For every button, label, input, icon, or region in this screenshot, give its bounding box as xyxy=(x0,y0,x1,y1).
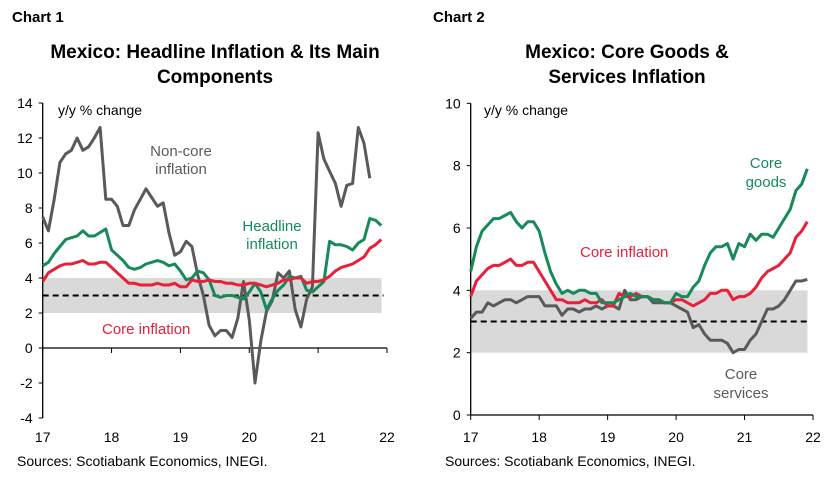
chart-title: Mexico: Headline Inflation & Its Main xyxy=(50,42,379,63)
series-label: services xyxy=(713,385,768,402)
chart-title: Services Inflation xyxy=(548,67,705,88)
x-tick-label: 22 xyxy=(805,429,821,445)
y-tick-label: -4 xyxy=(20,410,33,426)
source-note: Sources: Scotiabank Economics, INEGI. xyxy=(445,453,696,469)
x-tick-label: 19 xyxy=(600,429,616,445)
series-label: Core xyxy=(750,155,783,172)
x-tick-label: 19 xyxy=(173,429,189,445)
y-tick-label: 6 xyxy=(453,220,461,236)
y-axis-label: y/y % change xyxy=(484,102,568,118)
series-line-non-core-inflation xyxy=(41,126,372,385)
series-line-headline-inflation xyxy=(41,217,383,311)
y-tick-label: 0 xyxy=(25,340,33,356)
series-label: Core inflation xyxy=(580,244,668,261)
y-tick-label: 8 xyxy=(453,158,461,174)
x-tick-label: 20 xyxy=(241,429,257,445)
series-label: Headline xyxy=(242,218,301,235)
y-tick-label: 8 xyxy=(25,200,33,216)
x-tick-label: 22 xyxy=(379,429,395,445)
x-tick-label: 17 xyxy=(35,429,51,445)
y-tick-label: 0 xyxy=(453,407,461,423)
y-tick-label: 4 xyxy=(25,270,33,286)
x-tick-label: 17 xyxy=(463,429,479,445)
series-line-core-inflation xyxy=(469,220,809,308)
x-tick-label: 18 xyxy=(104,429,120,445)
y-tick-label: 2 xyxy=(25,305,33,321)
series-label: Non-core xyxy=(150,143,212,160)
y-axis-label: y/y % change xyxy=(58,102,142,118)
x-tick-label: 18 xyxy=(531,429,547,445)
series-label: goods xyxy=(746,174,787,191)
y-tick-label: -2 xyxy=(20,375,33,391)
chart-title: Components xyxy=(157,67,273,88)
x-tick-label: 21 xyxy=(310,429,326,445)
series-label: inflation xyxy=(155,161,207,178)
series-line-core-inflation xyxy=(41,238,383,289)
y-tick-label: 10 xyxy=(17,165,33,181)
series-label: inflation xyxy=(246,236,298,253)
series-line-core-goods xyxy=(469,168,809,305)
series-line-core-services xyxy=(469,277,808,355)
x-tick-label: 20 xyxy=(668,429,684,445)
y-tick-label: 10 xyxy=(445,95,461,111)
series-label: Core inflation xyxy=(102,321,190,338)
y-tick-label: 2 xyxy=(453,345,461,361)
chart-title: Mexico: Core Goods & xyxy=(525,42,729,63)
y-tick-label: 14 xyxy=(17,95,33,111)
y-tick-label: 4 xyxy=(453,282,461,298)
chart-label: Chart 1 xyxy=(12,9,64,26)
source-note: Sources: Scotiabank Economics, INEGI. xyxy=(17,453,268,469)
y-tick-label: 12 xyxy=(17,130,33,146)
y-tick-label: 6 xyxy=(25,235,33,251)
series-label: Core xyxy=(725,366,758,383)
x-tick-label: 21 xyxy=(737,429,753,445)
chart-label: Chart 2 xyxy=(433,9,485,26)
